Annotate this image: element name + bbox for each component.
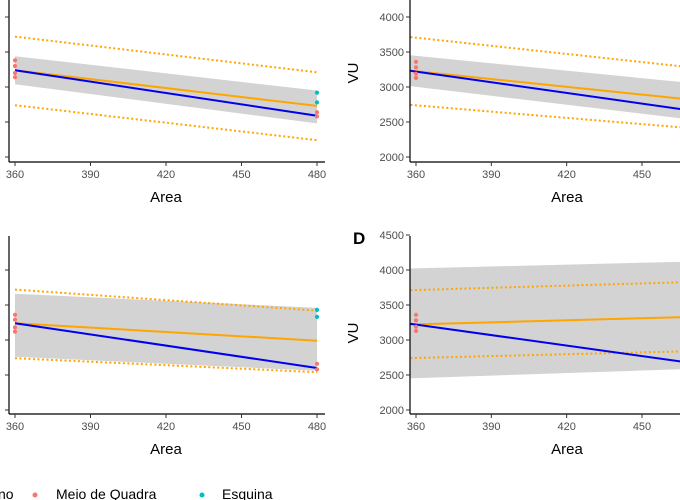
confidence-band xyxy=(15,56,317,124)
y-tick-label: 2500 xyxy=(380,117,404,129)
data-point xyxy=(314,110,320,115)
plot-area-2 xyxy=(410,36,680,129)
legend-marker-esquina xyxy=(199,492,205,498)
plot-area-1 xyxy=(12,35,320,142)
confidence-band xyxy=(410,55,680,119)
x-tick-label: 360 xyxy=(407,169,425,181)
orange-fit-line xyxy=(14,69,318,107)
panel-3: 360 390 420 450 480 Area xyxy=(5,236,326,458)
y-tick-label: 4000 xyxy=(380,265,404,277)
y-tick-label: 3500 xyxy=(380,47,404,59)
data-point xyxy=(314,114,320,119)
chart-panels: 360 390 420 450 480 Area 2000 2500 3000 3500 4000 3… xyxy=(5,0,680,458)
x-tick-label: 480 xyxy=(308,169,326,181)
blue-fit-line xyxy=(14,69,318,117)
data-point xyxy=(12,329,18,334)
x-tick-label: 450 xyxy=(232,169,250,181)
x-tick-label: 390 xyxy=(482,421,500,433)
data-point xyxy=(413,324,419,329)
legend-marker-meio xyxy=(32,492,38,498)
data-point xyxy=(314,314,320,319)
y-tick-label: 2000 xyxy=(380,152,404,164)
data-point xyxy=(314,307,320,312)
data-point xyxy=(413,75,419,80)
x-tick-label: 390 xyxy=(81,169,99,181)
x-tick-label: 450 xyxy=(633,421,651,433)
x-tick-label: 450 xyxy=(232,421,250,433)
orange-fit-line xyxy=(410,69,680,100)
data-point xyxy=(413,71,419,76)
x-axis-title: Area xyxy=(551,189,583,206)
y-tick-label: 3000 xyxy=(380,82,404,94)
blue-fit-line xyxy=(410,69,680,111)
prediction-lower-line xyxy=(14,357,318,374)
y-tick-label: 2000 xyxy=(380,405,404,417)
legend: no Meio de Quadra Esquina xyxy=(0,486,273,500)
orange-fit-line xyxy=(14,322,318,342)
y-tick-label: 4500 xyxy=(380,230,404,242)
data-point xyxy=(12,312,18,317)
data-point xyxy=(413,318,419,323)
x-tick-label: 420 xyxy=(157,421,175,433)
blue-fit-line xyxy=(14,322,318,369)
x-tick-label: 480 xyxy=(308,421,326,433)
panel-2: 2000 2500 3000 3500 4000 360 390 420 450 Area VU xyxy=(345,0,680,206)
data-point xyxy=(413,65,419,70)
y-tick-label: 3500 xyxy=(380,300,404,312)
plot-area-3 xyxy=(12,288,320,374)
x-tick-label: 390 xyxy=(482,169,500,181)
blue-fit-line xyxy=(410,322,680,363)
data-point xyxy=(314,367,320,372)
prediction-upper-line xyxy=(14,288,318,312)
x-tick-label: 390 xyxy=(81,421,99,433)
data-point xyxy=(12,58,18,63)
x-tick-label: 420 xyxy=(157,169,175,181)
data-point xyxy=(12,63,18,69)
y-tick-label: 3000 xyxy=(380,335,404,347)
prediction-upper-line xyxy=(14,35,318,74)
x-tick-label: 360 xyxy=(407,421,425,433)
data-point xyxy=(314,90,320,95)
y-tick-label: 4000 xyxy=(380,12,404,24)
data-point xyxy=(413,59,419,64)
data-point xyxy=(413,312,419,317)
data-point xyxy=(314,100,320,105)
y-axis-title: VU xyxy=(345,63,362,84)
data-point xyxy=(12,325,18,330)
x-axis-title: Area xyxy=(150,189,182,206)
y-axis-title: VU xyxy=(345,323,362,344)
data-point xyxy=(12,75,18,80)
data-point xyxy=(12,70,18,76)
panel-tag: D xyxy=(353,229,365,248)
orange-fit-line xyxy=(410,316,680,326)
y-tick-label: 2500 xyxy=(380,370,404,382)
data-point xyxy=(413,328,419,333)
data-point xyxy=(12,317,18,322)
panel-4: 2000 2500 3000 3500 4000 4500 360 390 420 450 Area… xyxy=(345,229,680,458)
legend-title-fragment: no xyxy=(0,486,14,500)
x-axis-title: Area xyxy=(551,441,583,458)
x-tick-label: 420 xyxy=(557,169,575,181)
legend-label-esquina: Esquina xyxy=(222,486,273,500)
x-axis-title: Area xyxy=(150,441,182,458)
plot-area-4 xyxy=(410,261,680,379)
data-point xyxy=(314,361,320,366)
panel-1: 360 390 420 450 480 Area xyxy=(5,0,326,206)
confidence-band xyxy=(410,261,680,379)
prediction-lower-line xyxy=(14,104,318,142)
x-tick-label: 450 xyxy=(633,169,651,181)
legend-label-meio: Meio de Quadra xyxy=(56,486,157,500)
x-tick-label: 360 xyxy=(6,169,24,181)
x-tick-label: 420 xyxy=(557,421,575,433)
x-tick-label: 360 xyxy=(6,421,24,433)
